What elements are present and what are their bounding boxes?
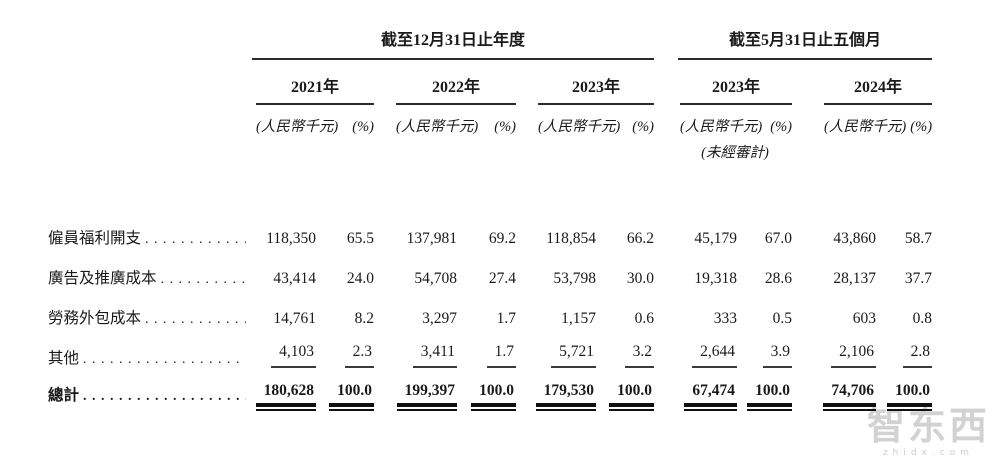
cell-pct: 1.7 (486, 343, 516, 368)
unaudited-note: (未經審計) (701, 145, 769, 161)
unit-header-row: (人民幣千元) (%) (人民幣千元) (%) (人民幣千元) (%) (人民幣千元)… (40, 105, 932, 136)
cell-value: 43,860 (833, 230, 877, 247)
total-value: 199,397 (396, 382, 458, 411)
dot-leader (145, 230, 246, 248)
cell-value: 2,106 (831, 343, 877, 368)
unit-header-2024-5m: (人民幣千元) (%) (792, 105, 932, 136)
section-header-annual: 截至12月31日止年度 (252, 20, 655, 60)
unit-label: (人民幣千元) (396, 119, 479, 135)
row-label: 其他 (48, 350, 80, 367)
table-row-advertising: 廣告及推廣成本 43,414 24.0 54,708 27.4 53,798 3… (40, 248, 932, 288)
cell-value: 118,854 (546, 230, 596, 247)
cell-value: 603 (852, 310, 877, 327)
total-label: 總計 (48, 387, 80, 404)
total-value: 180,628 (255, 382, 317, 411)
table-row-outsourcing: 勞務外包成本 14,761 8.2 3,297 1.7 1,157 0.6 33… (40, 288, 932, 328)
cell-value: 28,137 (833, 270, 877, 287)
unit-header-2023: (人民幣千元) (%) (516, 105, 654, 136)
total-pct: 100.0 (887, 382, 933, 411)
cell-pct: 65.5 (346, 230, 374, 247)
pct-label: (%) (770, 119, 793, 135)
table-row-total: 總計 180,628 100.0 199,397 100.0 179,530 1… (40, 368, 933, 420)
cell-pct: 1.7 (496, 310, 516, 327)
total-pct: 100.0 (329, 382, 374, 411)
spacer-row (40, 162, 932, 208)
watermark-site-text: zhidx.com (882, 448, 975, 458)
cell-value: 53,798 (553, 270, 596, 287)
cell-pct: 2.3 (344, 343, 374, 368)
total-pct: 100.0 (609, 382, 655, 411)
year-col-2023: 2023年 (516, 60, 655, 105)
table-row-others: 其他 4,103 2.3 3,411 1.7 5,721 3.2 2,644 3… (40, 328, 933, 368)
cell-value: 19,318 (694, 270, 738, 287)
cell-value: 137,981 (406, 230, 457, 247)
cell-value: 5,721 (551, 343, 596, 368)
cell-pct: 66.2 (626, 230, 655, 247)
pct-label: (%) (494, 119, 516, 135)
dot-leader (161, 270, 246, 288)
total-value: 74,706 (823, 382, 877, 411)
pct-label: (%) (352, 119, 374, 135)
dot-leader (83, 387, 246, 405)
cell-pct: 28.6 (764, 270, 793, 287)
cell-pct: 8.2 (354, 310, 374, 327)
dot-leader (145, 310, 246, 328)
cell-pct: 69.2 (488, 230, 516, 247)
cell-value: 333 (713, 310, 738, 327)
unit-header-2021: (人民幣千元) (%) (252, 105, 374, 136)
unit-header-2023-5m: (人民幣千元) (%) (678, 105, 792, 136)
cell-pct: 0.8 (912, 310, 933, 327)
unit-label: (人民幣千元) (538, 119, 621, 135)
year-col-2022: 2022年 (374, 60, 516, 105)
cell-pct: 30.0 (626, 270, 655, 287)
year-col-2023-5m: 2023年 (678, 60, 793, 105)
cell-value: 2,644 (692, 343, 738, 368)
row-label: 勞務外包成本 (48, 310, 142, 327)
pct-label: (%) (910, 119, 933, 135)
total-value: 67,474 (684, 382, 738, 411)
total-value: 179,530 (535, 382, 597, 411)
dot-leader (83, 350, 246, 368)
cell-pct: 3.2 (624, 343, 655, 368)
cell-value: 3,411 (412, 343, 457, 368)
year-header-row: 2021年 2022年 2023年 2023年 2024年 (40, 60, 933, 105)
cell-pct: 2.8 (902, 343, 933, 368)
table-row-employee-benefits: 僱員福利開支 118,350 65.5 137,981 69.2 118,854… (40, 208, 932, 248)
cell-value: 45,179 (694, 230, 738, 247)
section-header-five-months: 截至5月31日止五個月 (678, 20, 933, 60)
year-col-2021: 2021年 (252, 60, 374, 105)
row-label: 廣告及推廣成本 (48, 270, 157, 287)
cell-value: 1,157 (561, 310, 596, 327)
cell-pct: 27.4 (488, 270, 516, 287)
cell-value: 4,103 (271, 343, 316, 368)
cell-value: 43,414 (273, 270, 316, 287)
cell-pct: 0.6 (634, 310, 655, 327)
cell-pct: 37.7 (904, 270, 933, 287)
cell-pct: 67.0 (764, 230, 793, 247)
cell-pct: 3.9 (762, 343, 793, 368)
unit-label: (人民幣千元) (824, 119, 907, 135)
cell-value: 54,708 (414, 270, 457, 287)
cell-pct: 24.0 (346, 270, 374, 287)
watermark-logo-icon: 智东西 (866, 404, 990, 448)
year-col-2024-5m: 2024年 (792, 60, 933, 105)
section-header-row: 截至12月31日止年度 截至5月31日止五個月 (40, 20, 933, 60)
cell-value: 14,761 (273, 310, 316, 327)
total-pct: 100.0 (747, 382, 793, 411)
unit-label: (人民幣千元) (680, 119, 763, 135)
row-label: 僱員福利開支 (48, 230, 142, 247)
unit-header-2022: (人民幣千元) (%) (374, 105, 516, 136)
expense-table-container: 截至12月31日止年度 截至5月31日止五個月 2021年 2022年 2023… (0, 20, 1000, 420)
pct-label: (%) (632, 119, 655, 135)
unaudited-note-row: (未經審計) (40, 136, 932, 162)
expense-breakdown-table: 截至12月31日止年度 截至5月31日止五個月 2021年 2022年 2023… (40, 20, 933, 420)
total-pct: 100.0 (471, 382, 516, 411)
cell-pct: 58.7 (904, 230, 933, 247)
cell-value: 118,350 (266, 230, 316, 247)
unit-label: (人民幣千元) (256, 119, 339, 135)
cell-value: 3,297 (422, 310, 457, 327)
cell-pct: 0.5 (772, 310, 793, 327)
